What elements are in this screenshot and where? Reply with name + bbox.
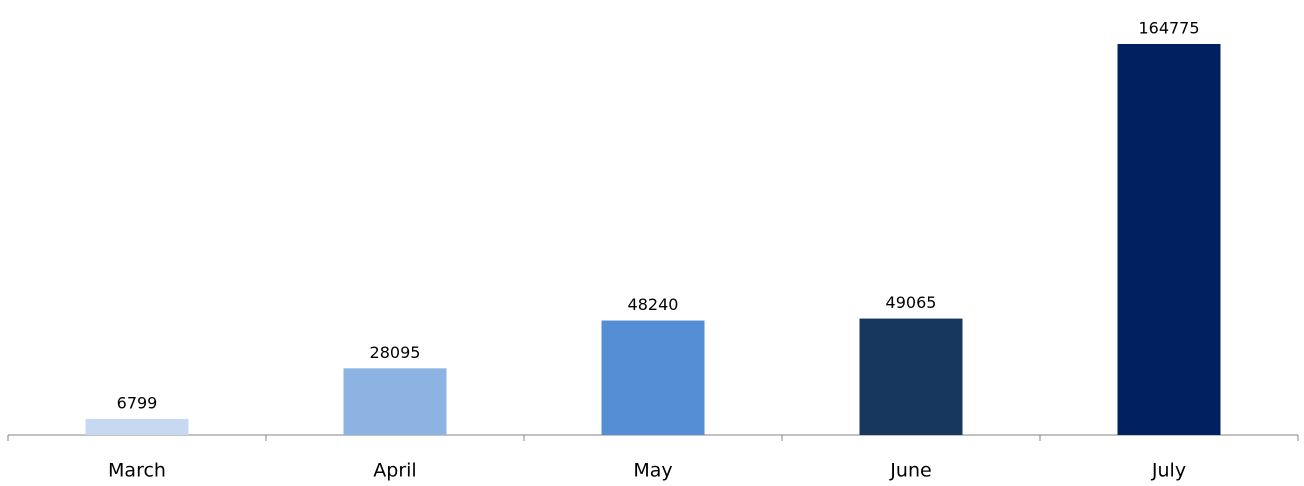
- x-tick-label: June: [889, 460, 931, 482]
- value-label: 49065: [886, 293, 937, 312]
- value-label: 6799: [117, 393, 158, 412]
- bar: [859, 318, 963, 435]
- x-tick-label: March: [108, 460, 166, 482]
- value-label: 48240: [628, 295, 679, 314]
- value-label: 164775: [1138, 19, 1199, 38]
- bar: [601, 320, 705, 435]
- bar: [85, 418, 189, 435]
- bar: [1117, 44, 1221, 435]
- x-tick-label: July: [1151, 460, 1186, 482]
- value-label: 28095: [370, 343, 421, 362]
- bar: [343, 368, 447, 435]
- x-tick-label: May: [633, 460, 672, 482]
- x-tick-label: April: [373, 460, 416, 482]
